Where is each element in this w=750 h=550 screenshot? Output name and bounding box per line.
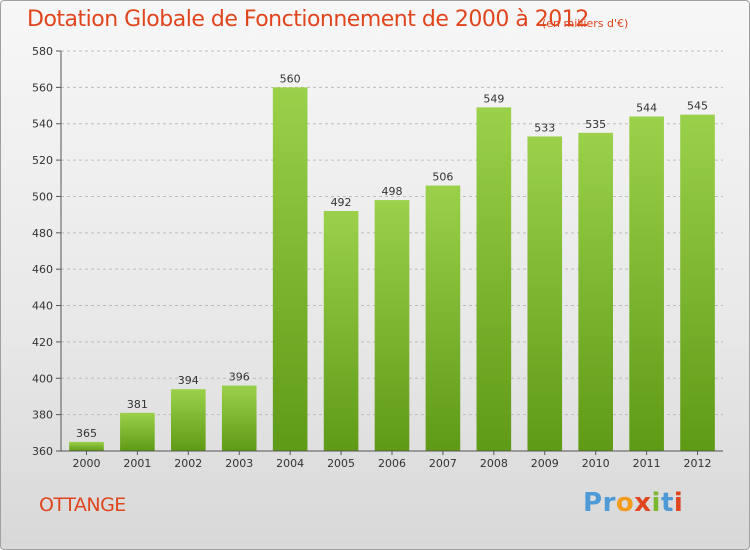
data-label: 365 xyxy=(76,427,97,440)
bar[interactable] xyxy=(323,211,359,451)
data-label: 560 xyxy=(280,72,301,85)
logo-letter: o xyxy=(615,488,635,518)
bar[interactable] xyxy=(680,114,715,452)
x-tick-label: 2002 xyxy=(174,457,202,470)
data-label: 394 xyxy=(178,374,199,387)
logo-letter: x xyxy=(634,488,652,518)
y-tick-label: 440 xyxy=(32,300,53,313)
bar[interactable] xyxy=(120,412,155,451)
x-tick-label: 2008 xyxy=(480,457,508,470)
bar[interactable] xyxy=(69,441,104,451)
bar[interactable] xyxy=(272,87,308,451)
data-label: 506 xyxy=(432,171,453,184)
x-tick-label: 2007 xyxy=(429,457,457,470)
x-tick-label: 2001 xyxy=(123,457,151,470)
logo-letter: r xyxy=(602,488,616,518)
y-tick-label: 540 xyxy=(32,118,53,131)
x-tick-label: 2006 xyxy=(378,457,406,470)
chart-title: Dotation Globale de Fonctionnement de 20… xyxy=(27,7,589,32)
y-tick-label: 520 xyxy=(32,154,53,167)
logo-letter: P xyxy=(583,488,603,518)
x-tick-label: 2004 xyxy=(276,457,304,470)
data-label: 533 xyxy=(534,121,555,134)
bar[interactable] xyxy=(578,132,614,451)
commune-name: OTTANGE xyxy=(39,494,126,516)
x-tick-label: 2000 xyxy=(72,457,100,470)
data-label: 498 xyxy=(382,185,403,198)
x-tick-label: 2005 xyxy=(327,457,355,470)
y-tick-label: 500 xyxy=(32,190,53,203)
x-tick-label: 2012 xyxy=(684,457,712,470)
x-tick-label: 2010 xyxy=(582,457,610,470)
bar[interactable] xyxy=(374,200,410,451)
y-tick-label: 560 xyxy=(32,81,53,94)
logo-letter: i xyxy=(651,488,661,518)
bar[interactable] xyxy=(527,136,563,452)
y-tick-label: 580 xyxy=(32,45,53,58)
y-tick-label: 400 xyxy=(32,372,53,385)
data-label: 545 xyxy=(687,100,708,113)
bar[interactable] xyxy=(425,185,461,451)
data-label: 549 xyxy=(483,92,504,105)
y-tick-label: 420 xyxy=(32,336,53,349)
data-label: 381 xyxy=(127,398,148,411)
data-label: 492 xyxy=(331,196,352,209)
logo-letter: t xyxy=(660,488,674,518)
proxiti-logo[interactable]: Proxiti xyxy=(583,488,683,518)
data-label: 535 xyxy=(585,118,606,131)
y-tick-label: 380 xyxy=(32,409,53,422)
data-label: 544 xyxy=(636,101,657,114)
x-tick-label: 2009 xyxy=(531,457,559,470)
data-label: 396 xyxy=(229,371,250,384)
y-tick-label: 480 xyxy=(32,227,53,240)
bar[interactable] xyxy=(629,116,664,452)
bar[interactable] xyxy=(476,107,512,451)
x-tick-label: 2011 xyxy=(633,457,661,470)
x-tick-label: 2003 xyxy=(225,457,253,470)
y-tick-label: 360 xyxy=(32,445,53,458)
y-tick-label: 460 xyxy=(32,263,53,276)
unit-note: (en milliers d'€) xyxy=(542,17,629,30)
axes: 360 380 400 420 440 460 480 500 520 540 560 580 2000… xyxy=(32,45,723,470)
bars: 365 381 394 396 560 492 498 506 549 533 535 544 545 xyxy=(69,72,715,452)
bar[interactable] xyxy=(170,389,206,451)
logo-letter: i xyxy=(673,488,684,518)
bar[interactable] xyxy=(221,385,257,451)
